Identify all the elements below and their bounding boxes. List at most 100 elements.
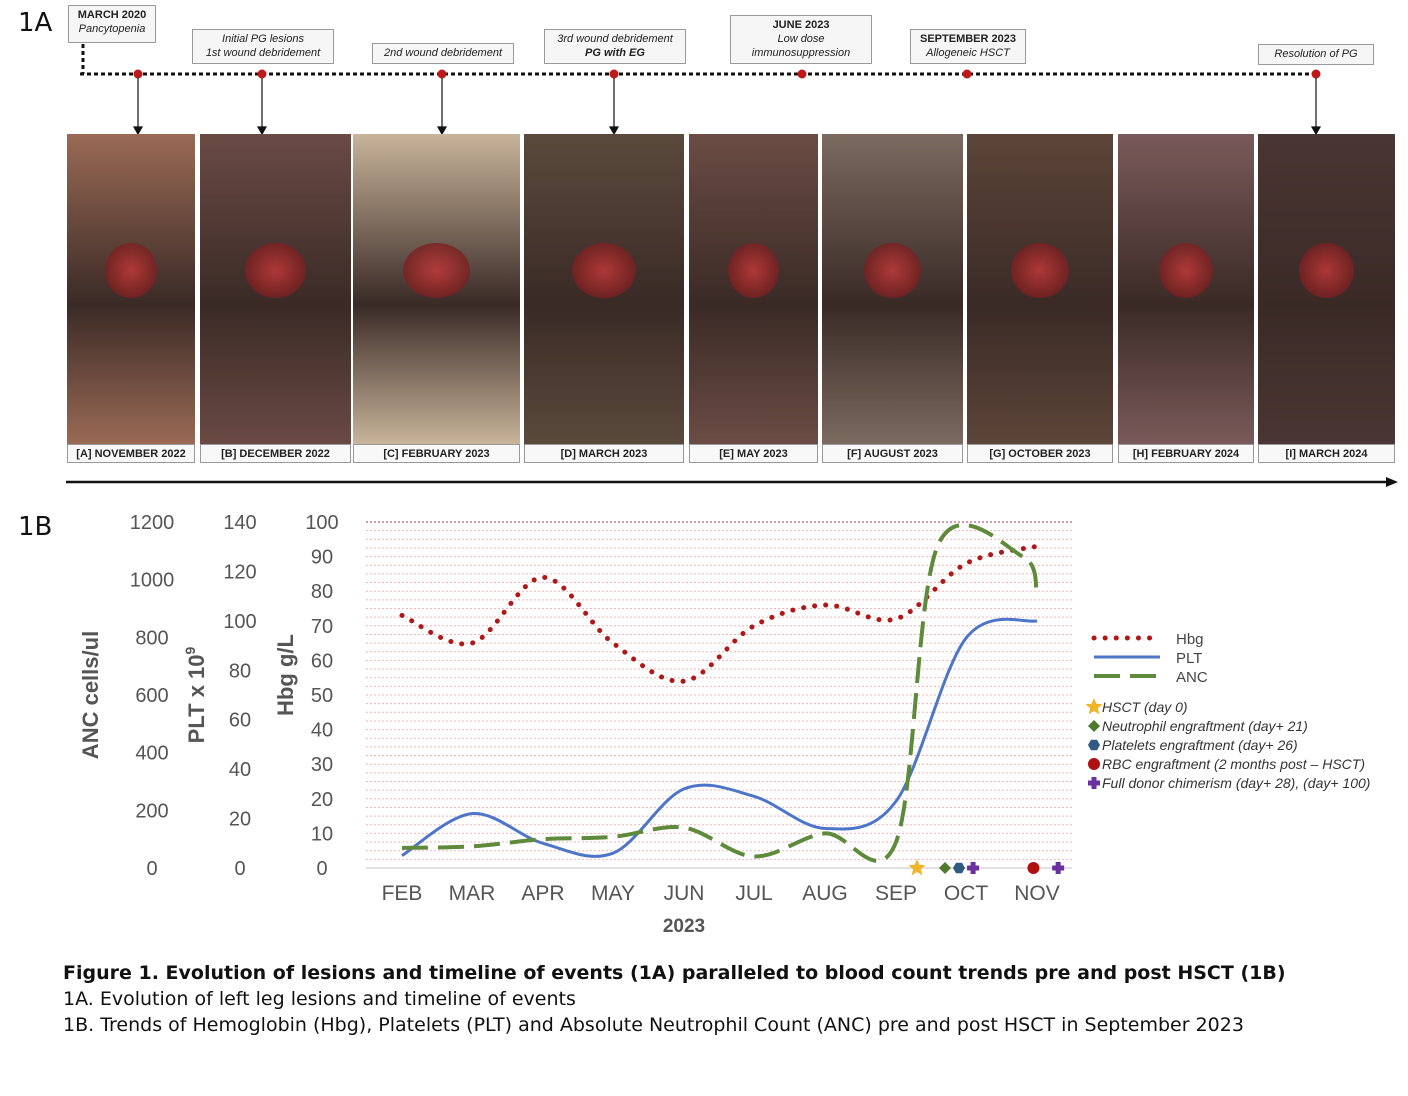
legend-label: ANC bbox=[1176, 669, 1208, 686]
y-tick-label: 100 bbox=[223, 611, 256, 633]
panel-b-label: 1B bbox=[18, 512, 53, 542]
y-tick-label: 20 bbox=[311, 789, 333, 811]
event-march-2020: MARCH 2020 Pancytopenia bbox=[68, 5, 156, 43]
lesion-photo bbox=[67, 134, 195, 444]
photo-label: [A] NOVEMBER 2022 bbox=[67, 444, 195, 463]
x-tick-label: APR bbox=[521, 882, 564, 905]
y-tick-label: 800 bbox=[135, 627, 168, 649]
event-marker bbox=[953, 862, 965, 874]
photo-label: [B] DECEMBER 2022 bbox=[200, 444, 351, 463]
lesion-mark bbox=[403, 242, 470, 299]
photo-label: [G] OCTOBER 2023 bbox=[967, 444, 1113, 463]
y-tick-label: 40 bbox=[311, 720, 333, 742]
event-marker bbox=[939, 862, 951, 874]
lesion-photo bbox=[967, 134, 1113, 444]
y-tick-label: 200 bbox=[135, 800, 168, 822]
series-line-plt bbox=[401, 617, 1038, 858]
event-june-2023: JUNE 2023 Low dose immunosuppression bbox=[730, 15, 872, 64]
lesion-mark bbox=[572, 242, 636, 299]
y-tick-label: 10 bbox=[311, 823, 333, 845]
lesion-mark bbox=[727, 242, 780, 299]
y-tick-label: 0 bbox=[146, 858, 157, 880]
lesion-mark bbox=[245, 242, 306, 299]
lesion-photo bbox=[524, 134, 684, 444]
event-marker bbox=[1027, 862, 1040, 874]
lesion-mark bbox=[105, 242, 157, 299]
event-resolution-pg: Resolution of PG bbox=[1258, 44, 1374, 65]
x-tick-label: SEP bbox=[875, 882, 917, 905]
event-marker bbox=[1052, 862, 1065, 874]
photo-label: [C] FEBRUARY 2023 bbox=[353, 444, 520, 463]
x-tick-label: OCT bbox=[944, 882, 989, 905]
legend-marker-label: HSCT (day 0) bbox=[1102, 699, 1188, 715]
legend-marker bbox=[1088, 777, 1100, 789]
legend-label: PLT bbox=[1176, 650, 1202, 667]
blood-count-chart: 1200100080060040020001401201008060402001… bbox=[78, 512, 1370, 937]
y-tick-label: 70 bbox=[311, 616, 333, 638]
y-tick-label: 1000 bbox=[130, 570, 175, 592]
y-tick-label: 50 bbox=[311, 685, 333, 707]
panel-a-label: 1A bbox=[18, 8, 53, 38]
event-third-debridement: 3rd wound debridement PG with EG bbox=[544, 29, 686, 64]
y-tick-label: 80 bbox=[311, 581, 333, 603]
event-marker bbox=[967, 862, 980, 874]
figure-caption-1b: 1B. Trends of Hemoglobin (Hbg), Platelet… bbox=[63, 1014, 1244, 1036]
x-tick-label: JUN bbox=[664, 882, 705, 905]
lesion-mark bbox=[1010, 242, 1070, 299]
legend-marker bbox=[1085, 698, 1103, 715]
photo-label: [D] MARCH 2023 bbox=[524, 444, 684, 463]
lesion-mark bbox=[1299, 242, 1354, 299]
event-september-2023: SEPTEMBER 2023 Allogeneic HSCT bbox=[910, 29, 1026, 64]
legend-marker-label: RBC engraftment (2 months post – HSCT) bbox=[1102, 756, 1365, 772]
x-tick-label: AUG bbox=[802, 882, 848, 905]
x-axis-title: 2023 bbox=[663, 916, 705, 937]
lesion-mark bbox=[1158, 242, 1214, 299]
legend-marker bbox=[1088, 758, 1100, 770]
y-tick-label: 20 bbox=[229, 809, 251, 831]
photo-label: [E] MAY 2023 bbox=[689, 444, 818, 463]
y-tick-label: 120 bbox=[223, 561, 256, 583]
event-initial-pg: Initial PG lesions 1st wound debridement bbox=[192, 29, 334, 64]
photo-label: [F] AUGUST 2023 bbox=[822, 444, 963, 463]
photo-label: [I] MARCH 2024 bbox=[1258, 444, 1395, 463]
x-tick-label: MAR bbox=[449, 882, 496, 905]
legend-marker bbox=[1088, 720, 1100, 732]
y-tick-label: 60 bbox=[229, 710, 251, 732]
y-axis-title: Hbg g/L bbox=[273, 634, 298, 716]
event-marker bbox=[908, 859, 926, 876]
series-line-hbg bbox=[399, 543, 1040, 684]
y-axis-title: ANC cells/ul bbox=[78, 631, 103, 759]
lesion-photo bbox=[200, 134, 351, 444]
timeline-track bbox=[66, 44, 1398, 487]
lesion-photo bbox=[353, 134, 520, 444]
y-tick-label: 600 bbox=[135, 685, 168, 707]
series-line-anc bbox=[401, 523, 1039, 863]
y-tick-label: 400 bbox=[135, 743, 168, 765]
photo-label: [H] FEBRUARY 2024 bbox=[1118, 444, 1254, 463]
x-tick-label: JUL bbox=[735, 882, 772, 905]
y-tick-label: 90 bbox=[311, 547, 333, 569]
figure-caption-title: Figure 1. Evolution of lesions and timel… bbox=[63, 962, 1286, 984]
y-axis-title: PLT x 109 bbox=[182, 646, 209, 743]
y-tick-label: 0 bbox=[234, 858, 245, 880]
y-tick-label: 30 bbox=[311, 754, 333, 776]
lesion-photo bbox=[1258, 134, 1395, 444]
legend-marker-label: Full donor chimerism (day+ 28), (day+ 10… bbox=[1102, 775, 1370, 791]
y-tick-label: 100 bbox=[305, 512, 338, 534]
y-tick-label: 60 bbox=[311, 650, 333, 672]
figure-caption-1a: 1A. Evolution of left leg lesions and ti… bbox=[63, 988, 576, 1010]
legend-label: Hbg bbox=[1176, 631, 1204, 648]
lesion-photo bbox=[822, 134, 963, 444]
x-tick-label: NOV bbox=[1014, 882, 1060, 905]
legend-marker-label: Neutrophil engraftment (day+ 21) bbox=[1102, 718, 1308, 734]
lesion-mark bbox=[864, 242, 921, 299]
y-tick-label: 40 bbox=[229, 759, 251, 781]
x-tick-label: MAY bbox=[591, 882, 635, 905]
legend-marker-label: Platelets engraftment (day+ 26) bbox=[1102, 737, 1298, 753]
y-tick-label: 0 bbox=[316, 858, 327, 880]
lesion-photo bbox=[689, 134, 818, 444]
x-tick-label: FEB bbox=[382, 882, 423, 905]
y-tick-label: 140 bbox=[223, 512, 256, 534]
event-second-debridement: 2nd wound debridement bbox=[372, 43, 514, 64]
y-tick-label: 1200 bbox=[130, 512, 175, 534]
